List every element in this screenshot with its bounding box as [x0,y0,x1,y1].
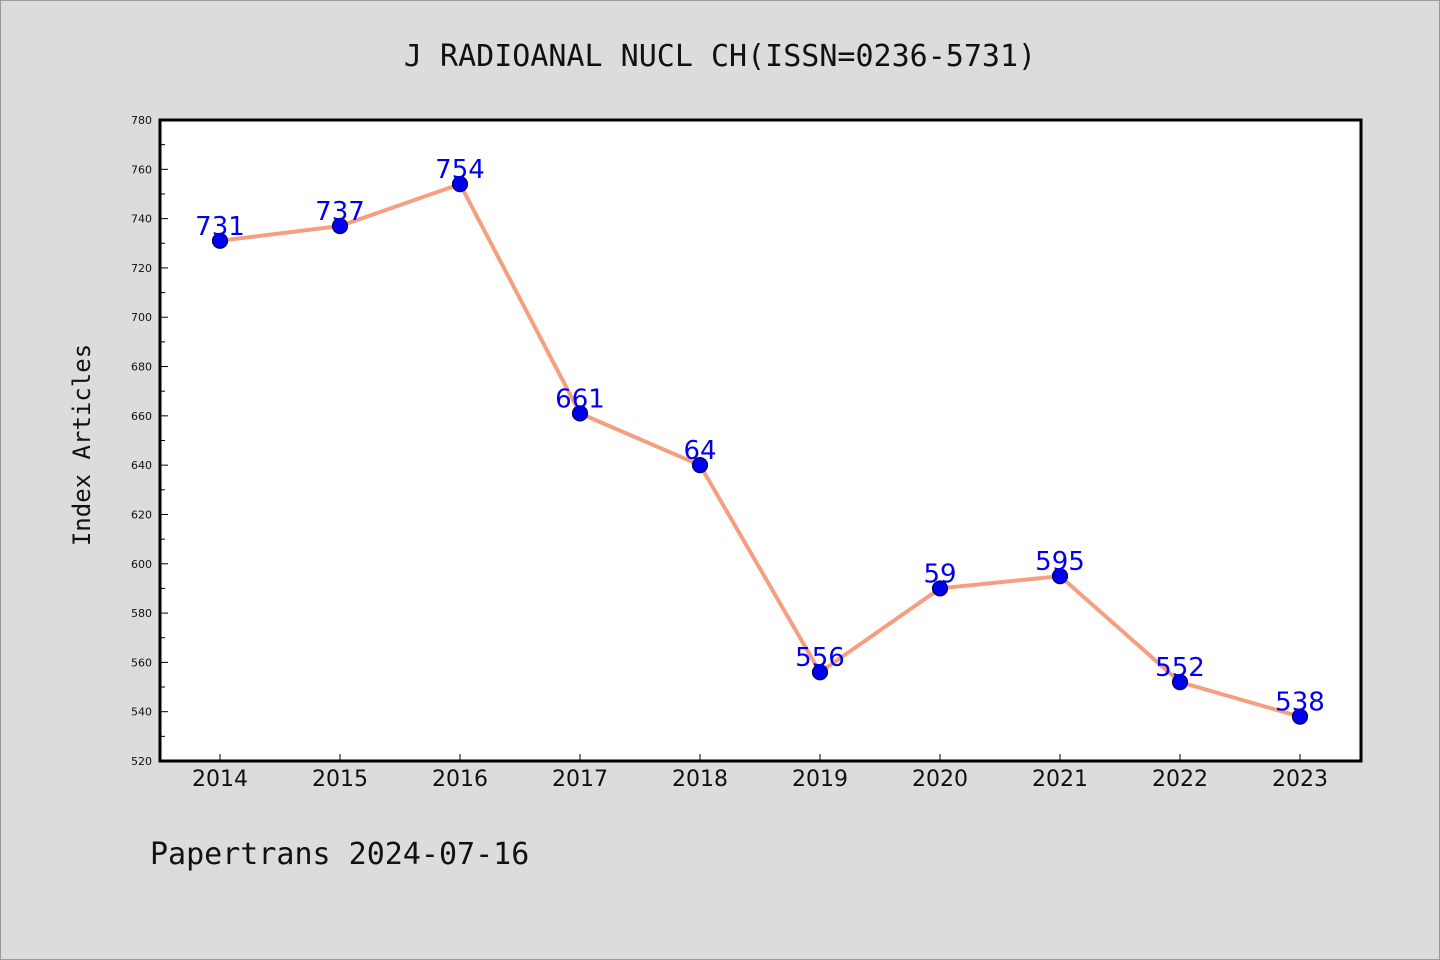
x-tick-label: 2019 [792,767,848,792]
x-tick-label: 2017 [552,767,608,792]
data-label: 552 [1155,653,1205,683]
data-label: 556 [795,643,845,673]
x-axis: 2014 2015 2016 2017 2018 2019 2020 2021 2022 2023 [192,754,1328,792]
x-tick-label: 2016 [432,767,488,792]
data-label: 754 [435,155,485,185]
y-tick-label: 560 [131,656,152,669]
chart-title: J RADIOANAL NUCL CH(ISSN=0236-5731) [404,39,1036,74]
data-point [571,405,589,422]
data-point [451,176,469,193]
x-tick-label: 2014 [192,767,248,792]
y-axis: 520 540 560 580 600 620 640 660 680 700 720 740 760 7… [131,114,168,768]
data-point [331,217,349,235]
y-tick-label: 700 [131,311,152,324]
y-axis-label: Index Articles [68,344,96,546]
data-label: 59 [923,559,956,589]
footer-credit: Papertrans 2024-07-16 [150,837,529,872]
y-tick-label: 780 [131,114,152,127]
series-index-articles: 731 737 754 661 64 556 59 595 552 538 [195,155,1325,725]
data-label: 661 [555,384,605,414]
y-tick-label: 520 [131,755,152,768]
data-label: 731 [195,212,245,242]
x-tick-label: 2020 [912,767,968,792]
data-point [1171,674,1189,691]
data-label: 538 [1275,688,1325,718]
y-tick-label: 580 [131,607,152,620]
x-tick-label: 2023 [1272,767,1328,792]
data-point [811,664,829,681]
y-tick-label: 640 [131,459,152,472]
data-point [211,232,229,249]
data-label: 595 [1035,547,1085,577]
y-tick-label: 600 [131,558,152,571]
data-point [1051,567,1069,585]
y-tick-label: 660 [131,410,152,423]
y-tick-label: 620 [131,508,152,521]
y-tick-label: 680 [131,361,152,374]
x-tick-label: 2015 [312,767,368,792]
data-point [1291,708,1309,725]
y-tick-label: 540 [131,706,152,719]
plot-area [158,118,1363,763]
data-label: 737 [315,197,365,227]
data-point [931,580,949,597]
y-tick-label: 760 [131,163,152,176]
series-line [219,182,1301,719]
data-point [691,457,709,474]
x-tick-label: 2022 [1152,767,1208,792]
x-tick-label: 2018 [672,767,728,792]
data-label: 64 [683,436,716,466]
x-tick-label: 2021 [1032,767,1088,792]
y-tick-label: 720 [131,262,152,275]
y-tick-label: 740 [131,213,152,226]
